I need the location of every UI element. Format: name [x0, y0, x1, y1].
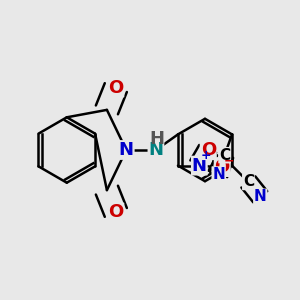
Text: N: N — [254, 189, 267, 204]
Text: −: − — [224, 154, 234, 168]
Text: N: N — [148, 141, 164, 159]
Text: N: N — [192, 157, 207, 175]
Text: H: H — [149, 130, 164, 148]
Text: O: O — [108, 203, 123, 221]
Text: O: O — [214, 158, 230, 176]
Text: N: N — [212, 167, 225, 182]
Text: +: + — [201, 149, 211, 162]
Text: O: O — [108, 79, 123, 97]
Text: N: N — [119, 141, 134, 159]
Text: C: C — [243, 175, 254, 190]
Text: C: C — [219, 148, 230, 163]
Text: O: O — [201, 141, 216, 159]
